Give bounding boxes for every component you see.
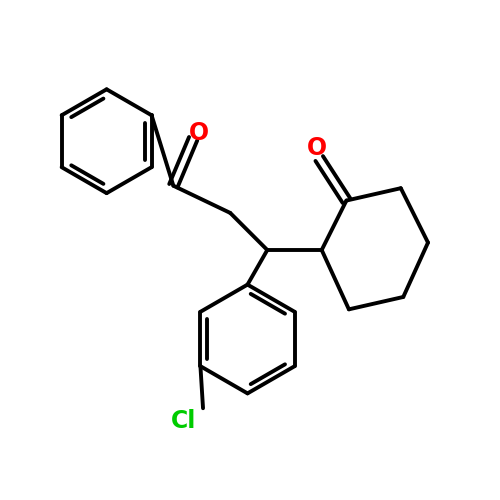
Text: O: O — [306, 136, 327, 160]
Text: O: O — [189, 121, 209, 145]
Text: Cl: Cl — [170, 408, 196, 432]
